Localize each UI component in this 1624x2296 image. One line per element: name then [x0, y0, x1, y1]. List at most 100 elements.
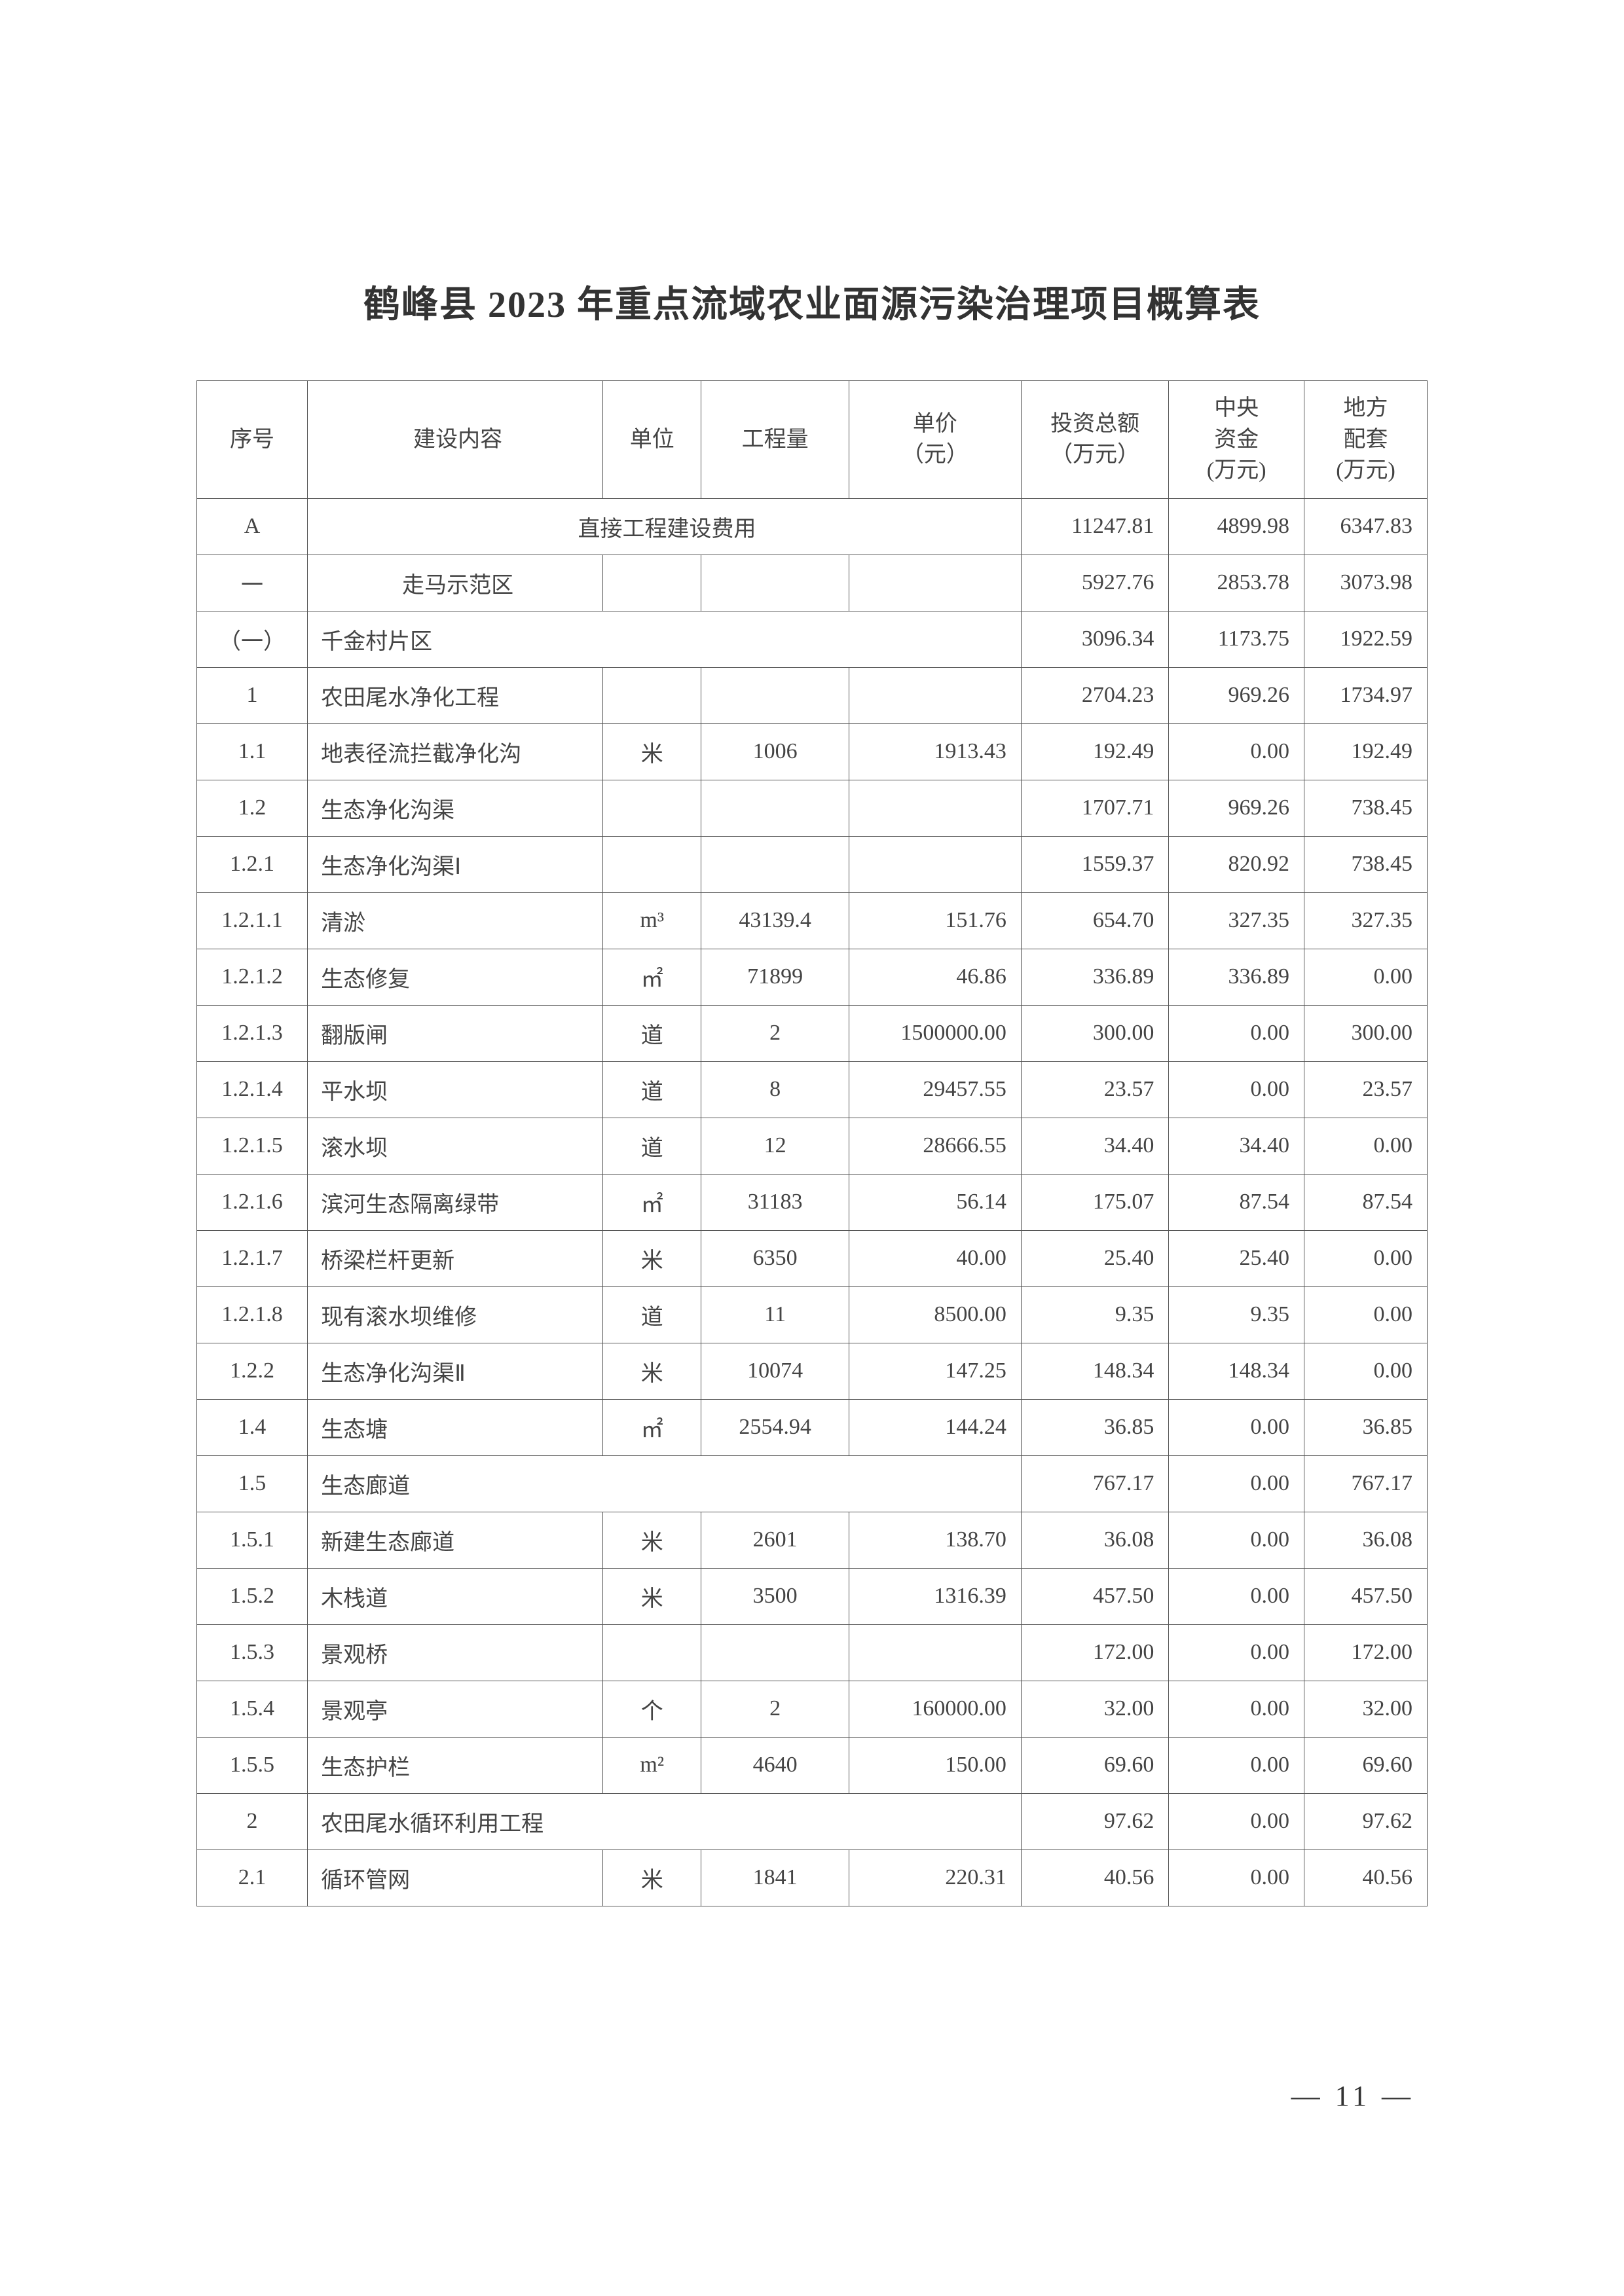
header-total: 投资总额（万元） [1021, 381, 1168, 499]
cell-unit: 米 [603, 723, 701, 780]
table-row: 1.5.5生态护栏m²4640150.0069.600.0069.60 [197, 1737, 1428, 1793]
cell-content: 生态修复 [308, 949, 603, 1005]
cell-content: 平水坝 [308, 1061, 603, 1118]
cell-qty: 2554.94 [701, 1399, 849, 1455]
header-seq: 序号 [197, 381, 308, 499]
cell-unit: 米 [603, 1850, 701, 1906]
cell-qty: 2 [701, 1005, 849, 1061]
cell-price: 8500.00 [849, 1286, 1021, 1343]
cell-total: 40.56 [1021, 1850, 1168, 1906]
page-number: — 11 — [1291, 2079, 1414, 2113]
header-qty: 工程量 [701, 381, 849, 499]
cell-content: 木栈道 [308, 1568, 603, 1624]
cell-unit: 道 [603, 1286, 701, 1343]
cell-seq: 1.5 [197, 1455, 308, 1512]
cell-unit: 米 [603, 1568, 701, 1624]
cell-content: 生态塘 [308, 1399, 603, 1455]
cell-central: 0.00 [1169, 1455, 1304, 1512]
cell-central: 969.26 [1169, 780, 1304, 836]
cell-content: 翻版闸 [308, 1005, 603, 1061]
cell-total: 32.00 [1021, 1681, 1168, 1737]
table-header-row: 序号 建设内容 单位 工程量 单价（元） 投资总额（万元） 中央资金(万元) 地… [197, 381, 1428, 499]
table-row: 1.2.1.8现有滚水坝维修道118500.009.359.350.00 [197, 1286, 1428, 1343]
cell-qty: 43139.4 [701, 892, 849, 949]
cell-qty: 4640 [701, 1737, 849, 1793]
cell-local: 69.60 [1304, 1737, 1428, 1793]
cell-unit [603, 780, 701, 836]
cell-unit [603, 1624, 701, 1681]
cell-price: 29457.55 [849, 1061, 1021, 1118]
cell-unit: 个 [603, 1681, 701, 1737]
cell-price: 150.00 [849, 1737, 1021, 1793]
cell-total: 11247.81 [1021, 498, 1168, 555]
cell-price [849, 836, 1021, 892]
cell-unit [603, 667, 701, 723]
cell-local: 0.00 [1304, 1230, 1428, 1286]
cell-content: 农田尾水净化工程 [308, 667, 603, 723]
cell-local: 36.08 [1304, 1512, 1428, 1568]
cell-central: 0.00 [1169, 1061, 1304, 1118]
cell-total: 172.00 [1021, 1624, 1168, 1681]
cell-unit: ㎡ [603, 1174, 701, 1230]
cell-total: 336.89 [1021, 949, 1168, 1005]
cell-price [849, 555, 1021, 611]
cell-price: 28666.55 [849, 1118, 1021, 1174]
cell-price: 220.31 [849, 1850, 1021, 1906]
cell-unit [603, 555, 701, 611]
cell-total: 9.35 [1021, 1286, 1168, 1343]
cell-local: 0.00 [1304, 1343, 1428, 1399]
cell-qty: 1841 [701, 1850, 849, 1906]
cell-total: 36.85 [1021, 1399, 1168, 1455]
cell-content: 生态护栏 [308, 1737, 603, 1793]
cell-unit: m² [603, 1737, 701, 1793]
header-price: 单价（元） [849, 381, 1021, 499]
cell-unit: 道 [603, 1005, 701, 1061]
cell-qty [701, 555, 849, 611]
cell-content: 生态净化沟渠 [308, 780, 603, 836]
cell-qty: 8 [701, 1061, 849, 1118]
cell-unit: ㎡ [603, 949, 701, 1005]
page-title: 鹤峰县 2023 年重点流域农业面源污染治理项目概算表 [196, 275, 1428, 328]
cell-unit: 米 [603, 1512, 701, 1568]
table-row: 1.1地表径流拦截净化沟米10061913.43192.490.00192.49 [197, 723, 1428, 780]
cell-content: 千金村片区 [308, 611, 1022, 667]
cell-local: 87.54 [1304, 1174, 1428, 1230]
cell-central: 0.00 [1169, 1793, 1304, 1850]
cell-unit: m³ [603, 892, 701, 949]
cell-total: 25.40 [1021, 1230, 1168, 1286]
cell-unit: 米 [603, 1230, 701, 1286]
table-row: 1.2.1.5滚水坝道1228666.5534.4034.400.00 [197, 1118, 1428, 1174]
cell-central: 327.35 [1169, 892, 1304, 949]
cell-seq: 1.2.1.6 [197, 1174, 308, 1230]
cell-qty: 1006 [701, 723, 849, 780]
cell-seq: 2.1 [197, 1850, 308, 1906]
cell-unit: 米 [603, 1343, 701, 1399]
cell-content: 清淤 [308, 892, 603, 949]
cell-content: 滨河生态隔离绿带 [308, 1174, 603, 1230]
cell-central: 0.00 [1169, 1681, 1304, 1737]
cell-content: 生态净化沟渠Ⅰ [308, 836, 603, 892]
cell-total: 2704.23 [1021, 667, 1168, 723]
table-row: 1.2.1.7桥梁栏杆更新米635040.0025.4025.400.00 [197, 1230, 1428, 1286]
cell-central: 820.92 [1169, 836, 1304, 892]
table-row: 1.2.1.2生态修复㎡7189946.86336.89336.890.00 [197, 949, 1428, 1005]
cell-local: 3073.98 [1304, 555, 1428, 611]
cell-local: 457.50 [1304, 1568, 1428, 1624]
cell-total: 175.07 [1021, 1174, 1168, 1230]
cell-local: 40.56 [1304, 1850, 1428, 1906]
table-row: 1.2.2生态净化沟渠Ⅱ米10074147.25148.34148.340.00 [197, 1343, 1428, 1399]
cell-qty [701, 1624, 849, 1681]
cell-local: 6347.83 [1304, 498, 1428, 555]
cell-local: 1734.97 [1304, 667, 1428, 723]
cell-seq: 一 [197, 555, 308, 611]
cell-price: 147.25 [849, 1343, 1021, 1399]
table-row: 1.2.1生态净化沟渠Ⅰ1559.37820.92738.45 [197, 836, 1428, 892]
cell-total: 654.70 [1021, 892, 1168, 949]
cell-unit: ㎡ [603, 1399, 701, 1455]
cell-seq: 1.2.1.2 [197, 949, 308, 1005]
cell-seq: 1.2.1 [197, 836, 308, 892]
cell-local: 172.00 [1304, 1624, 1428, 1681]
cell-qty: 71899 [701, 949, 849, 1005]
table-row: 1.5.3景观桥172.000.00172.00 [197, 1624, 1428, 1681]
budget-table: 序号 建设内容 单位 工程量 单价（元） 投资总额（万元） 中央资金(万元) 地… [196, 380, 1428, 1906]
